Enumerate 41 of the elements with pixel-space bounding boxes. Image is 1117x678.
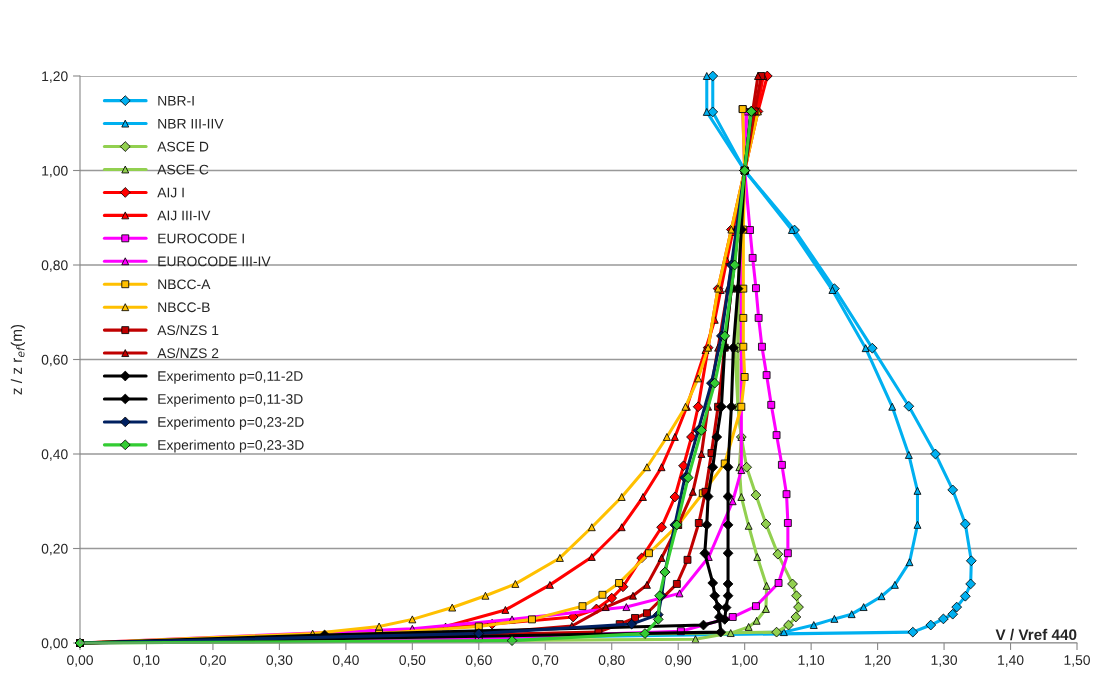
x-tick-label: 0,40 — [332, 655, 359, 667]
legend-label: NBCC-B — [158, 302, 210, 313]
x-tick-label: 0,50 — [399, 655, 426, 667]
x-tick-label: 1,30 — [931, 655, 958, 667]
legend-label: EUROCODE III-IV — [158, 256, 271, 267]
legend-label: AS/NZS 1 — [157, 324, 219, 336]
legend-label: AS/NZS 2 — [157, 347, 219, 359]
x-tick-label: 0,60 — [465, 655, 492, 667]
x-tick-label: 1,10 — [798, 655, 825, 667]
x-tick-label: 1,20 — [865, 655, 891, 667]
x-tick-label: 0,80 — [598, 655, 625, 667]
x-tick-label: 0,70 — [532, 655, 559, 667]
legend-label: AIJ III-IV — [157, 210, 211, 221]
x-tick-label: 1,40 — [998, 655, 1024, 667]
y-tick-label: 1,20 — [42, 71, 68, 83]
y-tick-label: 1,00 — [42, 165, 68, 178]
legend-label: NBR III-IIV — [158, 118, 224, 129]
y-tick-label: 0,80 — [41, 260, 68, 272]
x-tick-label: 1,50 — [1064, 655, 1090, 667]
x-tick-label: 0,20 — [199, 655, 226, 667]
legend-label: EUROCODE I — [158, 233, 244, 244]
legend-label: NBCC-A — [158, 279, 211, 290]
x-tick-label: 1,00 — [732, 655, 758, 667]
x-tick-label: 0,30 — [266, 655, 293, 667]
x-tick-label: 0,10 — [133, 655, 160, 667]
y-tick-label: 0,00 — [41, 638, 68, 650]
legend-label: Experimento p=0,23-2D — [158, 416, 304, 430]
legend-label: Experimento p=0,11-2D — [158, 370, 303, 384]
legend-label: Experimento p=0,23-3D — [158, 439, 304, 453]
x-tick-label: 0,90 — [665, 655, 692, 667]
y-tick-label: 0,40 — [41, 449, 68, 461]
y-tick-label: 0,20 — [41, 543, 68, 556]
legend-label: NBR-I — [158, 95, 194, 106]
x-axis-title: V / Vref 440 — [995, 628, 1077, 641]
y-axis-title: z / z r$_{ef}$(m) — [10, 324, 26, 395]
y-tick-label: 0,60 — [41, 354, 68, 367]
legend-label: Experimento p=0,11-3D — [158, 393, 303, 407]
legend-label: ASCE C — [157, 164, 209, 175]
x-tick-label: 0,00 — [67, 655, 93, 667]
legend-label: AIJ I — [157, 187, 184, 198]
legend-label: ASCE D — [157, 141, 209, 152]
